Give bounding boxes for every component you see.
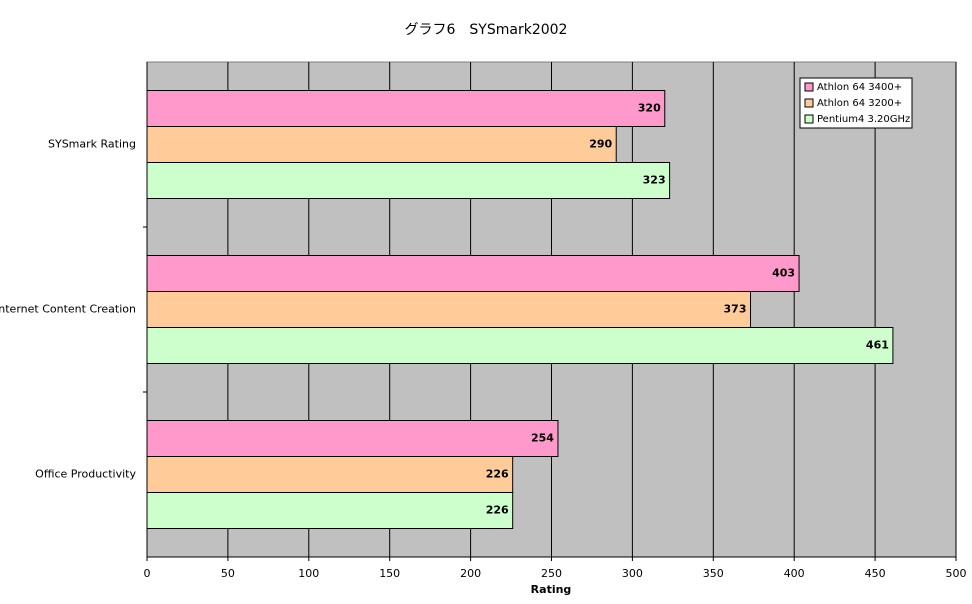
x-tick-label: 400	[784, 567, 805, 580]
x-tick-label: 50	[221, 567, 235, 580]
x-tick-label: 500	[946, 567, 967, 580]
bar	[146, 456, 514, 493]
value-label: 323	[643, 174, 666, 187]
value-label: 254	[531, 432, 554, 445]
y-tick-label: Office Productivity	[35, 468, 136, 481]
value-label: 226	[486, 504, 509, 517]
legend-label: Athlon 64 3400+	[817, 82, 902, 93]
value-label: 403	[772, 267, 795, 280]
value-label: 373	[724, 303, 747, 316]
legend-label: Athlon 64 3200+	[817, 98, 902, 109]
bar	[146, 90, 666, 127]
legend	[799, 77, 913, 129]
value-label: 226	[486, 468, 509, 481]
x-tick-label: 150	[379, 567, 400, 580]
x-tick-label: 350	[703, 567, 724, 580]
bar	[146, 420, 559, 457]
value-label: 290	[589, 138, 612, 151]
bar	[146, 126, 617, 163]
x-axis-label: Rating	[531, 583, 572, 596]
x-tick-label: 250	[541, 567, 562, 580]
bar	[146, 255, 800, 292]
chart-title: グラフ6 SYSmark2002	[405, 22, 568, 38]
legend-swatch	[804, 82, 814, 92]
x-tick-label: 100	[298, 567, 319, 580]
legend-label: Pentium4 3.20GHz	[817, 114, 910, 125]
bar	[146, 492, 514, 529]
x-tick-label: 450	[865, 567, 886, 580]
x-tick-label: 200	[460, 567, 481, 580]
bar	[146, 291, 752, 328]
bar	[146, 327, 894, 364]
legend-swatch	[804, 98, 814, 108]
value-label: 320	[638, 102, 661, 115]
x-tick-label: 300	[622, 567, 643, 580]
y-tick-label: SYSmark Rating	[48, 138, 136, 151]
x-tick-label: 0	[144, 567, 151, 580]
y-tick-label: Internet Content Creation	[0, 303, 136, 316]
legend-swatch	[804, 114, 814, 124]
bar	[146, 162, 671, 199]
value-label: 461	[866, 339, 889, 352]
